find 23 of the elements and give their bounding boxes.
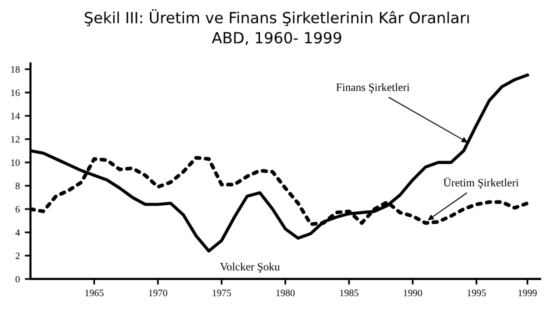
y-tick-label: 0 xyxy=(16,276,20,282)
x-tick-label: 1965 xyxy=(85,290,104,296)
annotation: Volcker Şoku xyxy=(220,262,280,273)
y-tick-label: 16 xyxy=(11,89,20,96)
y-tick-label: 8 xyxy=(16,182,20,190)
chart-subtitle: ABD, 1960- 1999 xyxy=(212,32,342,46)
y-tick-label: 18 xyxy=(11,66,20,73)
y-tick-label: 12 xyxy=(11,136,20,143)
chart-title: Şekil III: Üretim ve Finans Şirketlerinin Kâr Oranları xyxy=(84,9,469,26)
x-tick-label: 1990 xyxy=(404,290,422,296)
y-tick-label: 6 xyxy=(16,206,20,213)
y-tick-label: 4 xyxy=(15,229,20,236)
y-tick-label: 10 xyxy=(11,159,20,166)
x-tick-label: 1970 xyxy=(149,290,168,296)
annotation: Üretim Şirketleri xyxy=(443,177,519,189)
y-tick-label: 2 xyxy=(16,252,20,260)
x-tick-label: 1999 xyxy=(518,290,537,296)
x-tick-label: 1995 xyxy=(468,290,486,296)
y-tick-label: 14 xyxy=(11,112,20,120)
annotation: Finans Şirketleri xyxy=(336,83,410,94)
x-tick-label: 1980 xyxy=(276,290,295,296)
x-tick-label: 1985 xyxy=(340,290,358,296)
x-tick-label: 1975 xyxy=(212,290,231,296)
